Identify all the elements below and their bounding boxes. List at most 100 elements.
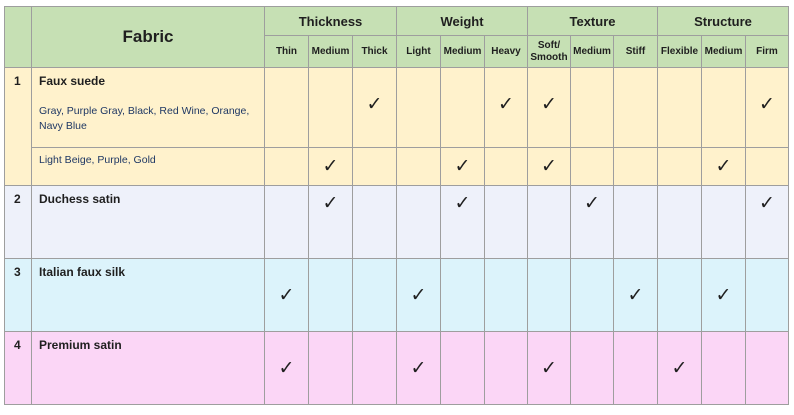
- check-mark-icon: ✓: [527, 331, 571, 405]
- empty-cell: [701, 67, 746, 148]
- subheader-flexible: Flexible: [657, 35, 702, 68]
- empty-cell: [440, 67, 485, 148]
- empty-cell: [264, 147, 309, 186]
- row-number: 4: [4, 331, 32, 405]
- subheader-thickness-medium: Medium: [308, 35, 353, 68]
- empty-cell: [352, 258, 397, 332]
- empty-cell: [613, 185, 658, 259]
- empty-cell: [396, 185, 441, 259]
- empty-cell: [352, 185, 397, 259]
- check-mark-icon: ✓: [657, 331, 702, 405]
- empty-cell: [613, 147, 658, 186]
- fabric-name-cell: Italian faux silk: [31, 258, 265, 332]
- empty-cell: [527, 258, 571, 332]
- check-mark-icon: ✓: [745, 67, 789, 148]
- check-mark-icon: ✓: [396, 331, 441, 405]
- empty-cell: [745, 258, 789, 332]
- check-mark-icon: ✓: [440, 185, 485, 259]
- fabric-comparison-table: Fabric Thickness Weight Texture Structur…: [4, 6, 789, 405]
- check-mark-icon: ✓: [701, 258, 746, 332]
- fabric-name: Duchess satin: [39, 192, 121, 206]
- check-mark-icon: ✓: [440, 147, 485, 186]
- structure-group-header: Structure: [657, 6, 789, 36]
- thickness-group-header: Thickness: [264, 6, 397, 36]
- table-row: 3 Italian faux silk ✓ ✓ ✓ ✓: [4, 258, 789, 332]
- empty-cell: [701, 185, 746, 259]
- check-mark-icon: ✓: [484, 67, 528, 148]
- check-mark-icon: ✓: [308, 185, 353, 259]
- table-row: 4 Premium satin ✓ ✓ ✓ ✓: [4, 331, 789, 405]
- check-mark-icon: ✓: [570, 185, 614, 259]
- empty-cell: [264, 67, 309, 148]
- empty-cell: [570, 147, 614, 186]
- table-row: 2 Duchess satin ✓ ✓ ✓ ✓: [4, 185, 789, 259]
- empty-cell: [264, 185, 309, 259]
- empty-cell: [527, 185, 571, 259]
- empty-cell: [396, 147, 441, 186]
- texture-group-header: Texture: [527, 6, 658, 36]
- subheader-weight-medium: Medium: [440, 35, 485, 68]
- check-mark-icon: ✓: [527, 67, 571, 148]
- empty-cell: [484, 147, 528, 186]
- subheader-stiff: Stiff: [613, 35, 658, 68]
- fabric-name-cell: Duchess satin: [31, 185, 265, 259]
- empty-cell: [440, 331, 485, 405]
- row-number: 1: [4, 67, 32, 186]
- check-mark-icon: ✓: [264, 258, 309, 332]
- weight-group-header: Weight: [396, 6, 528, 36]
- header-blank-cell: [4, 6, 32, 68]
- check-mark-icon: ✓: [264, 331, 309, 405]
- empty-cell: [570, 331, 614, 405]
- empty-cell: [657, 185, 702, 259]
- subheader-heavy: Heavy: [484, 35, 528, 68]
- empty-cell: [657, 258, 702, 332]
- fabric-variant-colors: Gray, Purple Gray, Black, Red Wine, Oran…: [39, 105, 250, 132]
- empty-cell: [308, 258, 353, 332]
- fabric-name: Italian faux silk: [39, 265, 126, 279]
- fabric-name-cell: Faux suede Gray, Purple Gray, Black, Red …: [31, 67, 265, 148]
- check-mark-icon: ✓: [613, 258, 658, 332]
- empty-cell: [484, 331, 528, 405]
- subheader-thick: Thick: [352, 35, 397, 68]
- fabric-name: Premium satin: [39, 338, 122, 352]
- empty-cell: [613, 67, 658, 148]
- check-mark-icon: ✓: [745, 185, 789, 259]
- subheader-firm: Firm: [745, 35, 789, 68]
- empty-cell: [745, 331, 789, 405]
- subheader-texture-medium: Medium: [570, 35, 614, 68]
- check-mark-icon: ✓: [701, 147, 746, 186]
- fabric-name: Faux suede: [39, 74, 106, 88]
- check-mark-icon: ✓: [352, 67, 397, 148]
- empty-cell: [701, 331, 746, 405]
- empty-cell: [484, 258, 528, 332]
- subheader-light: Light: [396, 35, 441, 68]
- empty-cell: [440, 258, 485, 332]
- check-mark-icon: ✓: [396, 258, 441, 332]
- fabric-column-header: Fabric: [31, 6, 265, 68]
- empty-cell: [745, 147, 789, 186]
- empty-cell: [570, 67, 614, 148]
- fabric-name-cell: Premium satin: [31, 331, 265, 405]
- subheader-structure-medium: Medium: [701, 35, 746, 68]
- empty-cell: [308, 331, 353, 405]
- empty-cell: [352, 331, 397, 405]
- empty-cell: [484, 185, 528, 259]
- row-number: 3: [4, 258, 32, 332]
- sub-header-row: Thin Medium Thick Light Medium Heavy Soft/ Smo…: [5, 35, 789, 68]
- empty-cell: [657, 67, 702, 148]
- group-header-row: Fabric Thickness Weight Texture Structur…: [4, 6, 789, 68]
- table-row: Light Beige, Purple, Gold ✓ ✓ ✓ ✓: [4, 147, 789, 186]
- row-number: 2: [4, 185, 32, 259]
- empty-cell: [570, 258, 614, 332]
- fabric-variant-colors: Light Beige, Purple, Gold: [31, 147, 265, 186]
- check-mark-icon: ✓: [308, 147, 353, 186]
- subheader-thin: Thin: [264, 35, 309, 68]
- empty-cell: [352, 147, 397, 186]
- check-mark-icon: ✓: [527, 147, 571, 186]
- empty-cell: [308, 67, 353, 148]
- empty-cell: [657, 147, 702, 186]
- empty-cell: [613, 331, 658, 405]
- empty-cell: [396, 67, 441, 148]
- table-row: 1 Faux suede Gray, Purple Gray, Black, Red…: [4, 67, 789, 186]
- subheader-soft-smooth: Soft/ Smooth: [527, 35, 571, 68]
